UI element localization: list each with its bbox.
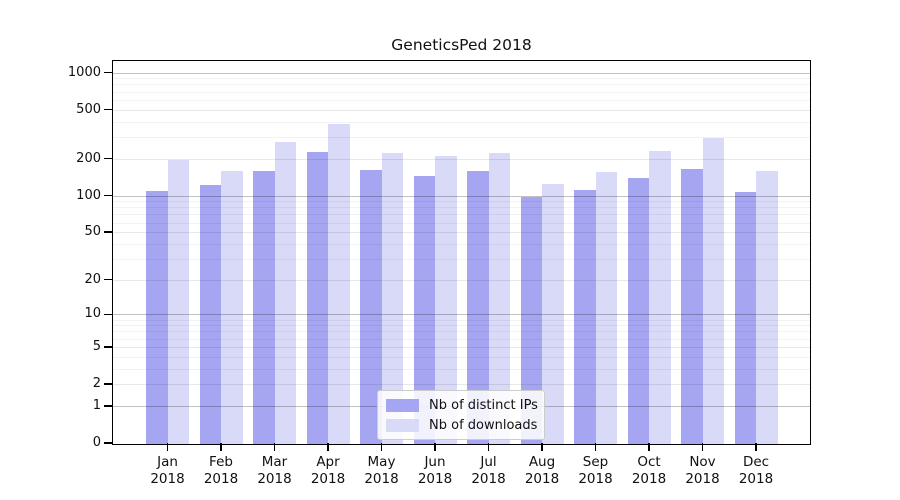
bar-downloads-mar: [274, 142, 296, 444]
bar-downloads-sep: [595, 172, 617, 444]
plot-area: 0 1 2 5 10 20 50 100 200 500 1000 Jan 2018 Feb 2018 M…: [68, 60, 811, 487]
legend-row-downloads: Nb of downloads: [386, 415, 538, 435]
legend-swatch-distinct-ips: [386, 398, 419, 412]
x-tick-label: Apr 2018: [310, 454, 346, 487]
x-tick-label: Dec 2018: [738, 454, 774, 487]
x-tick-label: Jul 2018: [471, 454, 506, 487]
y-tick-label: 0: [92, 435, 101, 450]
x-tick: [755, 443, 757, 451]
bar-downloads-oct: [649, 151, 671, 444]
bar-downloads-apr: [328, 123, 350, 444]
x-tick-label: Nov 2018: [685, 454, 720, 487]
gridline: [113, 84, 810, 86]
y-tick-label: 5: [92, 338, 101, 354]
bar-downloads-nov: [702, 137, 724, 444]
legend-label-distinct-ips: Nb of distinct IPs: [429, 397, 538, 413]
x-tick-label: Mar 2018: [257, 454, 292, 487]
bar-downloads-jul: [488, 153, 510, 444]
x-tick: [220, 443, 222, 451]
bar-downloads-may: [381, 153, 403, 444]
y-tick: [104, 346, 113, 348]
y-tick: [104, 108, 113, 111]
y-tick-label: 1: [92, 397, 101, 413]
bar-downloads-jun: [435, 155, 457, 444]
x-tick-label: Jun 2018: [417, 454, 453, 487]
y-tick-label: 100: [76, 187, 101, 203]
y-tick: [104, 194, 113, 197]
bar-ips-nov: [681, 168, 703, 444]
x-tick: [327, 443, 329, 451]
chart-title: GeneticsPed 2018: [391, 36, 532, 54]
gridline: [113, 72, 810, 74]
gridline: [113, 109, 810, 111]
bar-ips-jan: [146, 191, 168, 444]
x-tick-label: Jan 2018: [150, 454, 185, 487]
y-tick: [104, 313, 113, 316]
gridline: [113, 91, 810, 93]
x-tick: [380, 443, 383, 451]
legend: Nb of distinct IPs Nb of downloads: [377, 390, 545, 440]
y-tick-label: 10: [84, 306, 101, 322]
x-tick: [487, 443, 490, 451]
bar-downloads-dec: [756, 171, 778, 444]
y-tick-label: 500: [76, 101, 101, 117]
legend-row-distinct-ips: Nb of distinct IPs: [386, 395, 538, 415]
x-tick: [594, 443, 597, 451]
y-tick: [104, 405, 113, 407]
y-tick: [104, 279, 113, 281]
y-tick: [104, 231, 113, 233]
y-tick: [104, 157, 113, 160]
x-tick: [648, 443, 650, 451]
bar-ips-feb: [199, 185, 221, 444]
bar-ips-sep: [574, 190, 596, 444]
x-tick-label: Sep 2018: [578, 454, 613, 487]
y-tick-label: 1000: [67, 64, 101, 80]
bar-downloads-feb: [221, 170, 243, 444]
legend-swatch-downloads: [386, 418, 419, 432]
bar-downloads-aug: [542, 183, 564, 444]
y-tick-label: 50: [84, 224, 101, 240]
y-tick: [104, 383, 113, 385]
bar-ips-may: [360, 170, 382, 444]
bar-ips-jul: [467, 171, 489, 444]
x-tick-label: Aug 2018: [524, 454, 560, 487]
bar-downloads-jan: [167, 160, 189, 444]
gridline: [113, 78, 810, 80]
x-tick-label: May 2018: [364, 454, 399, 487]
x-tick: [701, 443, 704, 451]
bar-ips-aug: [520, 197, 542, 444]
x-tick: [434, 443, 436, 451]
y-tick-label: 200: [76, 150, 101, 166]
bar-ips-apr: [306, 152, 328, 444]
y-tick: [104, 71, 113, 74]
bar-ips-oct: [627, 177, 649, 444]
x-tick: [166, 443, 169, 451]
bar-ips-mar: [253, 170, 275, 444]
x-tick-label: Feb 2018: [203, 454, 239, 487]
x-tick: [273, 443, 276, 451]
bar-ips-jun: [413, 176, 435, 444]
x-tick: [541, 443, 543, 451]
legend-label-downloads: Nb of downloads: [429, 417, 538, 433]
y-tick-label: 20: [84, 271, 101, 287]
x-tick-label: Oct 2018: [631, 454, 667, 487]
y-tick: [104, 442, 113, 444]
bar-ips-dec: [734, 191, 756, 444]
y-tick-label: 2: [92, 376, 101, 392]
gridline: [113, 99, 810, 101]
gridline: [113, 121, 810, 123]
